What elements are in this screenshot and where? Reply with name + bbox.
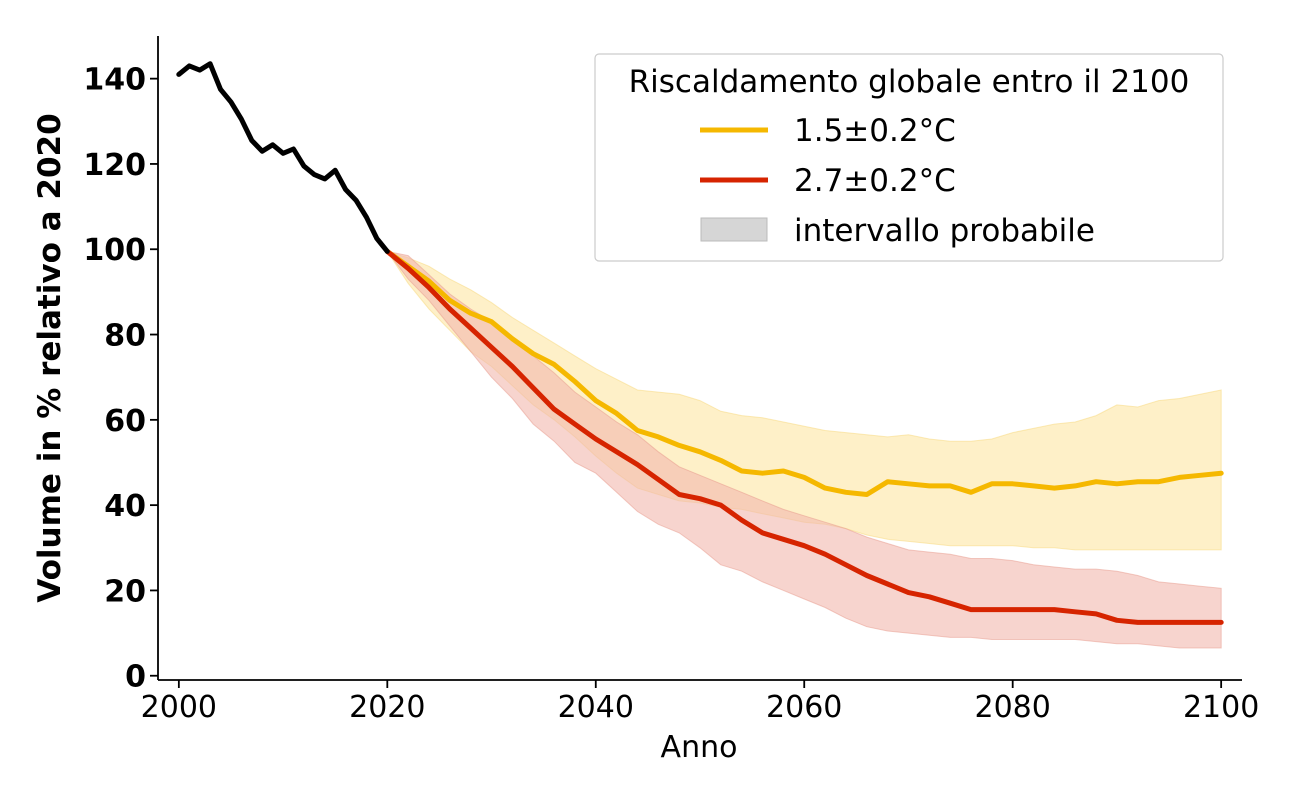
x-ticks: 2000 2020 2040 2060 2080 2100 <box>141 680 1259 725</box>
line-historical <box>176 61 390 254</box>
x-tick-label: 2040 <box>558 690 634 725</box>
line-1-5 <box>384 248 1224 497</box>
y-tick-label: 0 <box>125 660 146 695</box>
series-lines <box>176 61 1224 625</box>
y-tick-label: 20 <box>104 574 146 609</box>
y-tick-label: 40 <box>104 489 146 524</box>
legend-label-1-5: 1.5±0.2°C <box>794 113 956 149</box>
x-tick-label: 2020 <box>349 690 425 725</box>
legend-band-swatch <box>700 217 768 242</box>
x-tick-label: 2000 <box>141 690 217 725</box>
y-tick-label: 100 <box>83 233 146 268</box>
uncertainty-bands <box>386 250 1222 649</box>
x-tick-label: 2060 <box>766 690 842 725</box>
y-ticks: 0 20 40 60 80 100 120 140 <box>83 63 158 695</box>
legend: Riscaldamento globale entro il 2100 1.5±… <box>594 53 1224 262</box>
line-2-7 <box>384 248 1224 625</box>
legend-label-range: intervallo probabile <box>794 213 1095 249</box>
x-axis-title: Anno <box>661 730 738 765</box>
x-tick-label: 2080 <box>975 690 1051 725</box>
y-tick-label: 60 <box>104 404 146 439</box>
y-tick-label: 120 <box>83 148 146 183</box>
legend-title: Riscaldamento globale entro il 2100 <box>629 64 1190 100</box>
x-tick-label: 2100 <box>1183 690 1259 725</box>
y-tick-label: 80 <box>104 319 146 354</box>
y-axis-title: Volume in % relativo a 2020 <box>32 113 68 602</box>
legend-label-2-7: 2.7±0.2°C <box>794 163 956 199</box>
band-1-5 <box>386 250 1222 551</box>
y-tick-label: 140 <box>83 63 146 98</box>
band-2-7 <box>386 250 1222 649</box>
legend-frame <box>594 53 1224 262</box>
